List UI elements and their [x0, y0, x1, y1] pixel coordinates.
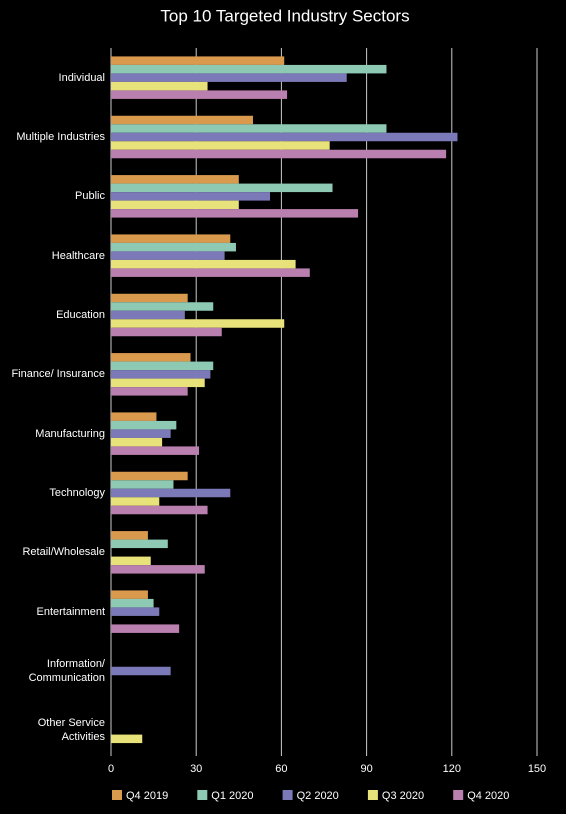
category-label: Manufacturing	[35, 427, 105, 440]
category-label: Entertainment	[36, 605, 105, 618]
bar	[111, 437, 163, 447]
bar	[111, 132, 458, 142]
bar	[111, 497, 160, 506]
category-label: Information/ Communication	[28, 658, 105, 684]
legend-label: Q1 2020	[211, 790, 253, 802]
bar	[111, 556, 151, 566]
x-tick-label: 60	[275, 763, 287, 775]
category-label: Finance/ Insurance	[11, 368, 105, 381]
category-label: Public	[75, 190, 105, 203]
bar	[111, 734, 143, 744]
bar	[111, 412, 157, 421]
bar	[111, 259, 296, 269]
legend-swatch	[367, 790, 378, 800]
category-label: Education	[56, 309, 105, 321]
bar	[111, 183, 333, 193]
bar	[111, 590, 148, 599]
bar	[111, 429, 171, 438]
bar	[111, 293, 188, 303]
legend-label: Q4 2019	[126, 790, 168, 802]
x-tick-label: 120	[443, 763, 461, 775]
bar	[111, 234, 231, 243]
legend-label: Q2 2020	[297, 790, 339, 802]
bar	[111, 420, 177, 430]
bar	[111, 175, 239, 184]
category-label: Other Service Activities	[37, 717, 105, 744]
x-tick-label: 90	[360, 763, 372, 775]
bar	[111, 446, 200, 455]
bar	[111, 242, 236, 252]
legend-swatch	[282, 790, 293, 800]
bar	[111, 531, 148, 540]
bar	[111, 192, 271, 201]
x-tick-label: 150	[528, 763, 546, 775]
category-label: Multiple Industries	[16, 131, 105, 143]
bar	[111, 90, 288, 99]
bar	[111, 353, 191, 362]
bar	[111, 327, 222, 337]
x-tick-label: 0	[108, 763, 114, 775]
bar	[111, 141, 330, 150]
category-label: Healthcare	[51, 249, 105, 262]
bar	[111, 666, 171, 676]
bar	[111, 149, 447, 159]
bar	[111, 565, 205, 574]
chart-title: Top 10 Targeted Industry Sectors	[160, 6, 409, 25]
legend-swatch	[197, 790, 208, 800]
bar	[111, 378, 205, 388]
bar	[111, 387, 188, 396]
legend-swatch	[112, 790, 122, 800]
bar	[111, 56, 285, 65]
bar	[111, 115, 253, 125]
bar	[111, 73, 347, 82]
bar	[111, 251, 225, 260]
bar	[111, 505, 208, 515]
bar	[111, 607, 160, 616]
bar	[111, 319, 285, 328]
legend-label: Q3 2020	[382, 790, 424, 802]
bar	[111, 539, 168, 549]
category-label: Individual	[58, 71, 105, 84]
bar	[111, 268, 310, 277]
bar	[111, 302, 214, 311]
bar	[111, 200, 239, 210]
bar	[111, 598, 154, 608]
bar	[111, 624, 180, 633]
bar	[111, 480, 174, 489]
bar	[111, 471, 188, 481]
category-label: Retail/Wholesale	[22, 546, 105, 559]
legend-swatch	[453, 790, 464, 800]
bar	[111, 124, 387, 133]
bar	[111, 81, 208, 91]
legend-label: Q4 2020	[467, 790, 509, 802]
bar	[111, 310, 185, 320]
bar	[111, 64, 387, 74]
bar	[111, 370, 211, 379]
category-label: Technology	[49, 487, 105, 499]
x-tick-label: 30	[190, 763, 202, 775]
bar	[111, 209, 359, 218]
bar	[111, 361, 214, 371]
bar	[111, 488, 231, 498]
